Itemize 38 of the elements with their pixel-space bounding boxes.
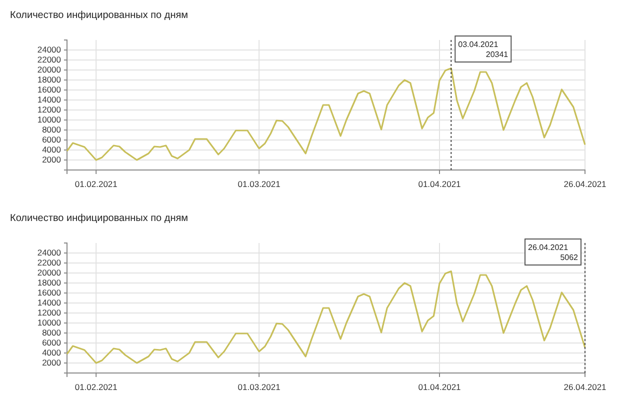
y-tick-label: 20000 bbox=[37, 64, 62, 75]
annotation: 03.04.2021 20341 bbox=[458, 40, 509, 59]
y-tick-label: 16000 bbox=[37, 84, 62, 95]
x-tick-label: 01.03.2021 bbox=[238, 179, 281, 190]
x-tick-label: 01.04.2021 bbox=[418, 382, 462, 392]
y-tick-label: 18000 bbox=[37, 278, 62, 288]
y-tick-label: 22000 bbox=[37, 258, 62, 268]
y-tick-label: 24000 bbox=[37, 248, 62, 258]
y-tick-label: 2000 bbox=[42, 358, 62, 368]
chart-title: Количество инфицированных по дням bbox=[10, 213, 188, 224]
x-tick-label: 26.04.2021 bbox=[564, 382, 607, 392]
y-tick-label: 10000 bbox=[37, 114, 62, 125]
y-tick-label: 8000 bbox=[42, 328, 62, 338]
y-tick-label: 22000 bbox=[37, 54, 62, 65]
y-tick-label: 12000 bbox=[37, 104, 62, 115]
line-series bbox=[66, 270, 586, 364]
y-tick-label: 20000 bbox=[37, 268, 62, 278]
x-tick-label: 26.04.2021 bbox=[564, 179, 607, 190]
y-tick-label: 24000 bbox=[37, 44, 62, 55]
x-tick-label: 01.02.2021 bbox=[74, 382, 118, 392]
y-tick-label: 6000 bbox=[42, 134, 62, 145]
y-tick-label: 14000 bbox=[37, 94, 62, 105]
y-tick-label: 6000 bbox=[42, 338, 62, 348]
x-tick-label: 01.02.2021 bbox=[74, 179, 118, 190]
y-tick-label: 10000 bbox=[37, 318, 62, 328]
y-tick-label: 2000 bbox=[42, 154, 62, 165]
chart-title: Количество инфицированных по дням bbox=[10, 10, 188, 21]
line-series bbox=[66, 67, 586, 161]
y-tick-label: 14000 bbox=[37, 298, 62, 308]
annotation: 26.04.2021 5062 bbox=[528, 243, 579, 262]
y-tick-label: 12000 bbox=[37, 308, 62, 318]
y-tick-label: 8000 bbox=[42, 124, 62, 135]
x-tick-label: 01.03.2021 bbox=[238, 382, 281, 392]
x-tick-label: 01.04.2021 bbox=[418, 179, 462, 190]
y-tick-label: 4000 bbox=[42, 144, 62, 155]
y-tick-label: 16000 bbox=[37, 288, 62, 298]
y-tick-label: 18000 bbox=[37, 74, 62, 85]
y-tick-label: 4000 bbox=[42, 348, 62, 358]
